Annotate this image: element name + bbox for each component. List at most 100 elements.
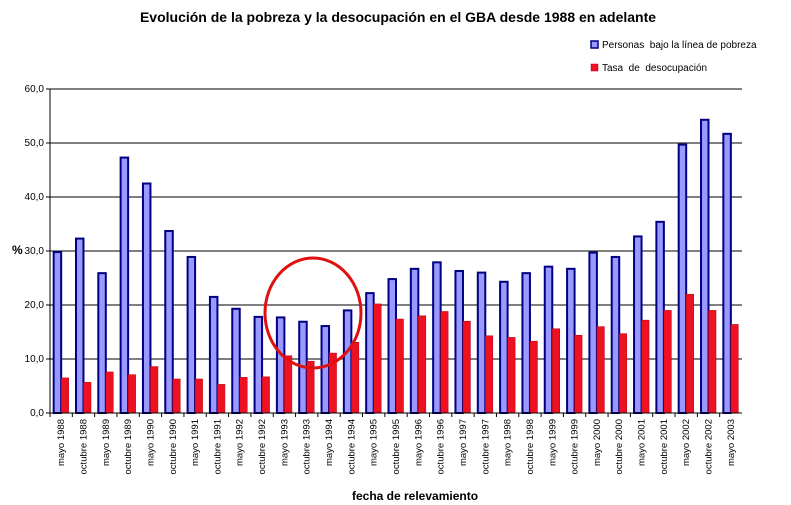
y-tick-label: 20,0 bbox=[25, 300, 45, 311]
x-tick-label: octubre 1995 bbox=[391, 419, 402, 474]
bar bbox=[663, 310, 672, 414]
legend-swatch bbox=[590, 40, 599, 49]
bar bbox=[351, 342, 360, 414]
bar bbox=[655, 220, 665, 414]
bar bbox=[365, 292, 375, 414]
x-tick-label: octubre 1996 bbox=[436, 419, 447, 474]
y-tick-label: 10,0 bbox=[25, 354, 45, 365]
bar bbox=[373, 303, 382, 414]
x-tick-label: mayo 1990 bbox=[145, 419, 156, 466]
x-tick-label: octubre 1998 bbox=[525, 419, 536, 474]
bar bbox=[141, 182, 152, 414]
bar bbox=[395, 318, 404, 414]
bar bbox=[164, 230, 174, 414]
x-tick-label: mayo 2002 bbox=[681, 419, 692, 466]
x-tick-label: octubre 1994 bbox=[346, 419, 357, 474]
x-tick-label: mayo 1993 bbox=[279, 419, 290, 466]
bar bbox=[574, 334, 583, 414]
bar bbox=[119, 156, 130, 414]
bar bbox=[633, 235, 643, 414]
bar bbox=[485, 335, 494, 414]
legend-swatch bbox=[590, 63, 599, 72]
y-tick-label: 50,0 bbox=[25, 138, 45, 149]
annotation-circle bbox=[263, 256, 363, 370]
x-tick-label: mayo 1992 bbox=[235, 419, 246, 466]
bar bbox=[284, 355, 293, 414]
bar bbox=[409, 267, 420, 414]
bar bbox=[186, 255, 197, 414]
y-tick-label: 60,0 bbox=[25, 84, 45, 95]
bar bbox=[618, 333, 627, 414]
bar bbox=[730, 324, 739, 414]
bar bbox=[610, 255, 621, 414]
bar bbox=[700, 118, 710, 414]
x-tick-label: mayo 1996 bbox=[413, 419, 424, 466]
x-tick-label: mayo 2001 bbox=[637, 419, 648, 466]
bar bbox=[83, 381, 92, 414]
bar bbox=[387, 278, 397, 414]
bar bbox=[172, 378, 181, 414]
x-tick-label: mayo 1999 bbox=[547, 419, 558, 466]
bar bbox=[529, 340, 538, 414]
x-tick-label: octubre 1992 bbox=[257, 419, 268, 474]
x-tick-label: mayo 2003 bbox=[726, 419, 737, 466]
bar bbox=[677, 143, 688, 414]
x-tick-label: mayo 1989 bbox=[101, 419, 112, 466]
bar bbox=[261, 376, 270, 414]
bar bbox=[74, 237, 85, 414]
x-axis-label: fecha de relevamiento bbox=[352, 489, 478, 503]
y-axis-label: % bbox=[12, 243, 23, 257]
bar bbox=[685, 293, 694, 414]
x-tick-label: mayo 1997 bbox=[458, 419, 469, 466]
x-tick-label: octubre 2000 bbox=[614, 419, 625, 474]
bar bbox=[641, 319, 650, 414]
bar bbox=[217, 384, 226, 414]
x-tick-label: octubre 1993 bbox=[302, 419, 313, 474]
legend-label: Tasa de desocupación bbox=[602, 63, 707, 74]
x-tick-label: octubre 1988 bbox=[78, 419, 89, 474]
bar bbox=[60, 377, 69, 414]
bar bbox=[97, 272, 107, 415]
bar bbox=[275, 316, 286, 415]
x-tick-label: octubre 1999 bbox=[570, 419, 581, 474]
bar bbox=[432, 261, 442, 414]
bar bbox=[708, 310, 717, 414]
bar bbox=[239, 377, 248, 414]
x-tick-label: octubre 1997 bbox=[480, 419, 491, 474]
bar bbox=[521, 272, 531, 415]
bar bbox=[231, 307, 241, 414]
bar bbox=[320, 325, 331, 414]
bar bbox=[253, 315, 264, 415]
legend-label: Personas bajo la línea de pobreza bbox=[602, 40, 757, 51]
bar bbox=[507, 337, 516, 414]
bar bbox=[208, 295, 219, 414]
bar bbox=[722, 132, 732, 414]
bar bbox=[566, 267, 576, 414]
bar bbox=[596, 326, 605, 414]
x-tick-label: octubre 1989 bbox=[123, 419, 134, 474]
x-tick-label: mayo 1991 bbox=[190, 419, 201, 466]
bar bbox=[462, 320, 471, 414]
bar bbox=[454, 269, 464, 415]
bar bbox=[440, 311, 449, 414]
x-tick-label: mayo 1998 bbox=[503, 419, 514, 466]
bar bbox=[552, 328, 561, 414]
bar bbox=[194, 378, 203, 414]
bar bbox=[342, 309, 353, 414]
x-tick-label: mayo 1994 bbox=[324, 419, 335, 466]
y-tick-label: 0,0 bbox=[30, 408, 44, 419]
x-tick-label: octubre 2001 bbox=[659, 419, 670, 474]
bar bbox=[476, 271, 487, 414]
bar bbox=[588, 251, 598, 414]
x-tick-label: octubre 2002 bbox=[704, 419, 715, 474]
y-tick-label: 40,0 bbox=[25, 192, 45, 203]
bar bbox=[52, 251, 63, 414]
x-tick-label: octubre 1991 bbox=[212, 419, 223, 474]
bar bbox=[499, 280, 509, 414]
bar bbox=[418, 315, 427, 414]
x-tick-label: mayo 1988 bbox=[56, 419, 67, 466]
y-tick-label: 30,0 bbox=[25, 246, 45, 257]
x-tick-label: mayo 1995 bbox=[369, 419, 380, 466]
bar bbox=[150, 366, 159, 414]
